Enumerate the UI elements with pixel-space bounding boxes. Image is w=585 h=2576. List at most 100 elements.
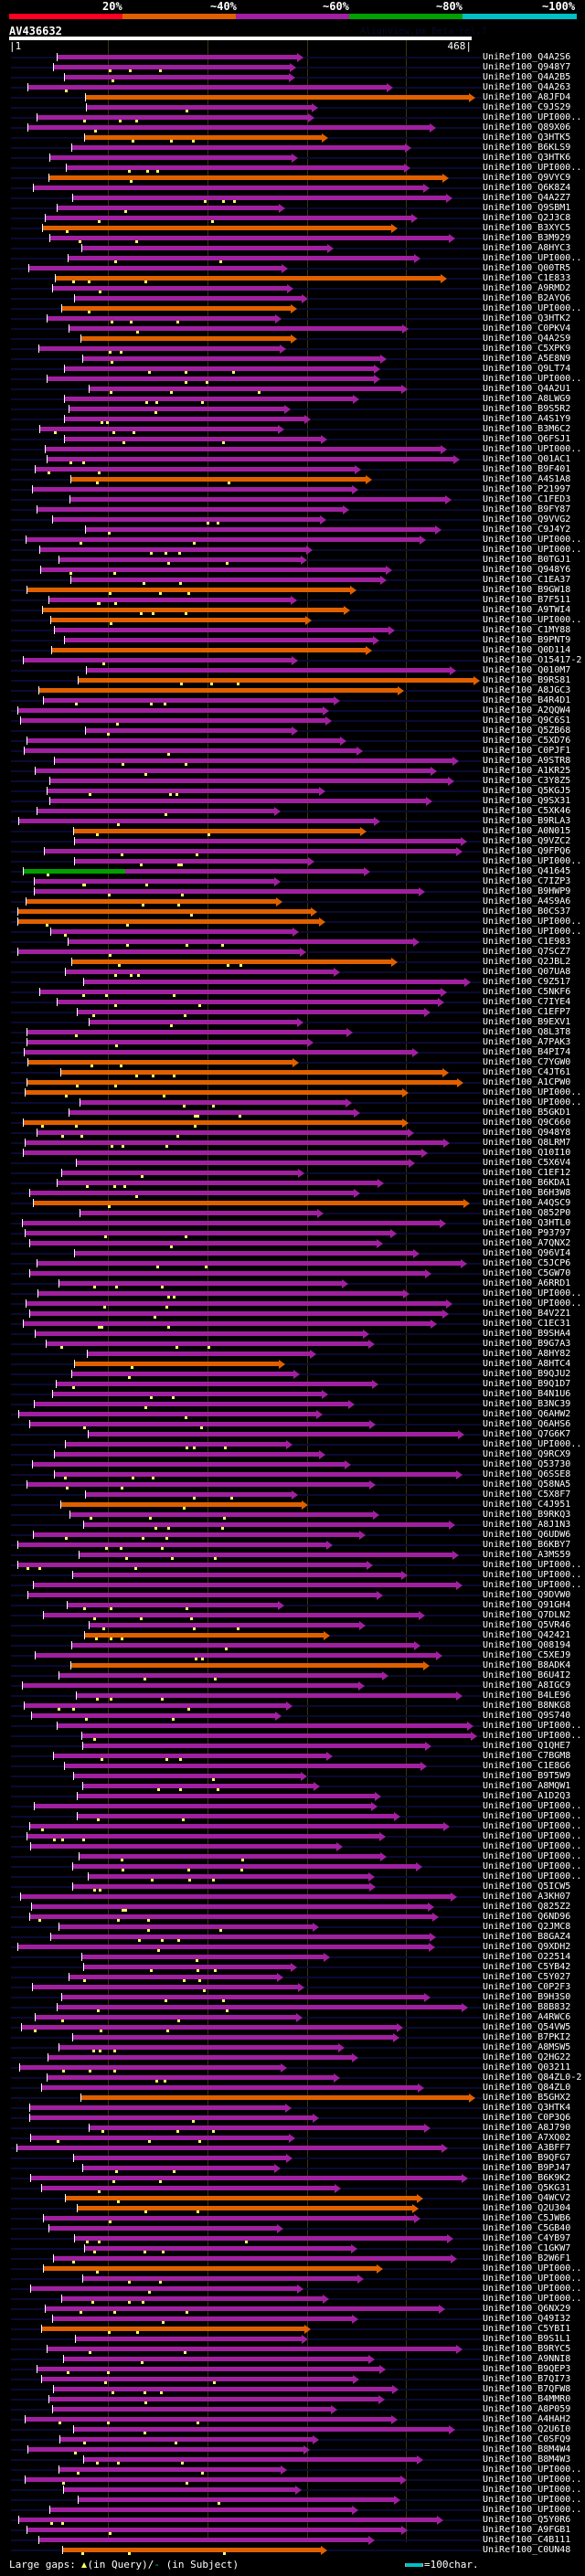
hit-label[interactable]: UniRef100_Q3HTL0 <box>483 1218 571 1228</box>
alignment-bar[interactable] <box>74 296 302 301</box>
hit-label[interactable]: UniRef100_B9QFG7 <box>483 2153 571 2163</box>
hit-label[interactable]: UniRef100_A0N015 <box>483 826 571 836</box>
hit-row[interactable]: UniRef100_B9RYC5 <box>0 2344 585 2354</box>
hit-label[interactable]: UniRef100_B2W6F1 <box>483 2253 571 2263</box>
alignment-bar[interactable] <box>26 537 420 542</box>
alignment-bar[interactable] <box>40 567 386 572</box>
hit-row[interactable]: UniRef100_A4S1A8 <box>0 474 585 484</box>
hit-label[interactable]: UniRef100_B4LE96 <box>483 1691 571 1701</box>
hit-row[interactable]: UniRef100_Q6K8Z4 <box>0 183 585 193</box>
hit-row[interactable]: UniRef100_B9QEP3 <box>0 2364 585 2374</box>
alignment-bar[interactable] <box>34 879 274 884</box>
alignment-bar[interactable] <box>29 2105 285 2110</box>
alignment-bar[interactable] <box>25 2477 400 2482</box>
hit-row[interactable]: UniRef100_UPI000.. <box>0 2294 585 2304</box>
alignment-bar[interactable] <box>37 2367 379 2371</box>
hit-row[interactable]: UniRef100_B7QI73 <box>0 2374 585 2384</box>
hit-row[interactable]: UniRef100_UPI000.. <box>0 2274 585 2284</box>
alignment-bar[interactable] <box>69 326 402 331</box>
alignment-bar[interactable] <box>29 1311 442 1316</box>
hit-row[interactable]: UniRef100_UPI000.. <box>0 1821 585 1831</box>
hit-row[interactable]: UniRef100_B9SHA4 <box>0 1329 585 1339</box>
hit-label[interactable]: UniRef100_Q6UDW6 <box>483 1530 571 1540</box>
alignment-bar[interactable] <box>81 246 327 250</box>
hit-label[interactable]: UniRef100_UPI000.. <box>483 2465 582 2475</box>
hit-label[interactable]: UniRef100_B9H3S0 <box>483 1992 571 2002</box>
hit-row[interactable]: UniRef100_UPI000.. <box>0 545 585 555</box>
alignment-bar[interactable] <box>47 789 319 793</box>
alignment-bar[interactable] <box>71 1372 293 1376</box>
alignment-bar[interactable] <box>63 2487 295 2492</box>
hit-label[interactable]: UniRef100_UPI000.. <box>483 1831 582 1841</box>
hit-label[interactable]: UniRef100_C1GKW7 <box>483 2243 571 2253</box>
alignment-bar[interactable] <box>80 2095 469 2100</box>
alignment-bar[interactable] <box>29 1914 432 1919</box>
hit-label[interactable]: UniRef100_C3Y8Z5 <box>483 776 571 786</box>
alignment-bar[interactable] <box>35 467 355 472</box>
hit-label[interactable]: UniRef100_B6U4I2 <box>483 1670 571 1680</box>
alignment-bar[interactable] <box>49 236 449 240</box>
hit-row[interactable]: UniRef100_Q948Y7 <box>0 62 585 72</box>
hit-label[interactable]: UniRef100_B9PJ47 <box>483 2163 571 2173</box>
hit-label[interactable]: UniRef100_UPI000.. <box>483 253 582 263</box>
hit-label[interactable]: UniRef100_B9QEP3 <box>483 2364 571 2374</box>
hit-label[interactable]: UniRef100_B4MMR0 <box>483 2394 571 2404</box>
alignment-bar[interactable] <box>72 196 446 200</box>
alignment-bar[interactable] <box>17 708 323 713</box>
alignment-bar[interactable] <box>38 688 398 693</box>
hit-row[interactable]: UniRef100_UPI000.. <box>0 1570 585 1580</box>
hit-row[interactable]: UniRef100_A9STR8 <box>0 756 585 766</box>
hit-label[interactable]: UniRef100_C1E8G6 <box>483 1761 571 1771</box>
hit-label[interactable]: UniRef100_Q5KG31 <box>483 2183 571 2193</box>
hit-row[interactable]: UniRef100_A9NNI8 <box>0 2354 585 2364</box>
hit-label[interactable]: UniRef100_UPI000.. <box>483 856 582 866</box>
hit-label[interactable]: UniRef100_A3MS59 <box>483 1550 571 1560</box>
alignment-bar[interactable] <box>26 1301 446 1306</box>
hit-label[interactable]: UniRef100_UPI000.. <box>483 1861 582 1871</box>
hit-label[interactable]: UniRef100_A2QQW4 <box>483 705 571 716</box>
hit-row[interactable]: UniRef100_Q5KGJ5 <box>0 786 585 796</box>
hit-label[interactable]: UniRef100_A3KH07 <box>483 1892 571 1902</box>
hit-row[interactable]: UniRef100_B9RKQ3 <box>0 1510 585 1520</box>
hit-label[interactable]: UniRef100_B3M6C2 <box>483 424 571 434</box>
hit-row[interactable]: UniRef100_B7PKI2 <box>0 2032 585 2042</box>
hit-row[interactable]: UniRef100_C5XK46 <box>0 806 585 816</box>
alignment-bar[interactable] <box>84 1633 324 1638</box>
hit-row[interactable]: UniRef100_UPI000.. <box>0 1861 585 1871</box>
hit-label[interactable]: UniRef100_A8J1N3 <box>483 1520 571 1530</box>
hit-label[interactable]: UniRef100_B9RYC5 <box>483 2344 571 2354</box>
alignment-bar[interactable] <box>49 155 292 160</box>
alignment-bar[interactable] <box>45 216 411 220</box>
alignment-bar[interactable] <box>71 959 391 964</box>
hit-row[interactable]: UniRef100_C9JS29 <box>0 102 585 112</box>
alignment-bar[interactable] <box>39 990 441 994</box>
hit-row[interactable]: UniRef100_C0SFQ9 <box>0 2434 585 2444</box>
hit-row[interactable]: UniRef100_B8ADK4 <box>0 1660 585 1670</box>
hit-label[interactable]: UniRef100_Q6SSE8 <box>483 1469 571 1479</box>
hit-label[interactable]: UniRef100_Q010M7 <box>483 665 571 675</box>
alignment-bar[interactable] <box>85 1492 292 1497</box>
hit-label[interactable]: UniRef100_Q852P0 <box>483 1208 571 1218</box>
alignment-bar[interactable] <box>48 2055 352 2060</box>
hit-row[interactable]: UniRef100_Q84ZL0 <box>0 2083 585 2093</box>
hit-row[interactable]: UniRef100_Q08194 <box>0 1640 585 1650</box>
hit-label[interactable]: UniRef100_C5XPK9 <box>483 344 571 354</box>
hit-label[interactable]: UniRef100_Q9XDH2 <box>483 1942 571 1952</box>
alignment-bar[interactable] <box>75 2337 302 2341</box>
alignment-bar[interactable] <box>80 1211 317 1215</box>
alignment-bar[interactable] <box>46 1341 368 1346</box>
hit-label[interactable]: UniRef100_Q7SCZ7 <box>483 947 571 957</box>
hit-label[interactable]: UniRef100_C1FED3 <box>483 494 571 504</box>
hit-label[interactable]: UniRef100_B9EXV1 <box>483 1017 571 1027</box>
alignment-bar[interactable] <box>25 1090 402 1095</box>
alignment-bar[interactable] <box>34 1402 348 1406</box>
alignment-bar[interactable] <box>69 497 445 502</box>
hit-label[interactable]: UniRef100_Q2J3C8 <box>483 213 571 223</box>
alignment-bar[interactable] <box>30 1844 336 1849</box>
alignment-bar[interactable] <box>17 1945 429 1949</box>
alignment-bar-green[interactable] <box>23 869 125 874</box>
hit-row[interactable]: UniRef100_UPI000.. <box>0 1801 585 1811</box>
hit-label[interactable]: UniRef100_C1E833 <box>483 273 571 283</box>
alignment-bar[interactable] <box>41 2085 418 2090</box>
alignment-bar[interactable] <box>22 1683 358 1688</box>
